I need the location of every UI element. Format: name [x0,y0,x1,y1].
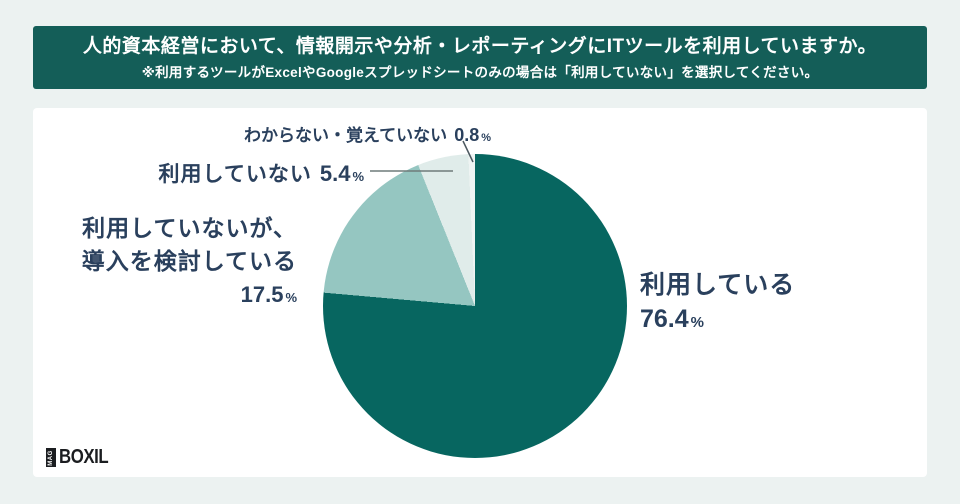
label-considering: 利用していないが、 導入を検討している 17.5% [82,212,297,315]
label-considering-line1: 利用していないが、 [82,215,297,241]
label-using-percent-sign: % [690,314,705,331]
label-unknown-value: 0.8 [454,125,480,145]
label-considering-value: 17.5 [240,282,284,307]
label-using-value: 76.4 [640,305,689,333]
boxil-logo-text: BOXIL [59,446,109,468]
chart-card: わからない・覚えていない 0.8% 利用していない 5.4% 利用していないが、 導… [33,108,927,477]
label-using-value-line: 76.4% [640,302,795,340]
label-not-using-value: 5.4 [319,161,351,186]
question-title: 人的資本経営において、情報開示や分析・レポーティングにITツールを利用しています… [82,36,878,57]
label-using-text: 利用している [640,271,796,299]
label-using: 利用している 76.4% [640,268,795,340]
label-considering-value-line: 17.5% [82,278,297,315]
question-note: ※利用するツールがExcelやGoogleスプレッドシートのみの場合は「利用して… [141,65,819,80]
boxil-mag-logo: MAG BOXIL [46,446,118,469]
label-considering-percent-sign: % [285,290,297,305]
label-unknown-percent-sign: % [481,132,491,144]
label-not-using: 利用していない 5.4% [158,158,365,188]
label-not-using-text: 利用していない [158,163,312,186]
mag-badge-text: MAG [48,449,54,466]
label-not-using-percent-sign: % [352,169,365,184]
label-unknown-text: わからない・覚えていない [244,126,448,145]
mag-badge-icon: MAG [46,448,56,467]
question-header: 人的資本経営において、情報開示や分析・レポーティングにITツールを利用しています… [33,26,927,89]
label-considering-line2: 導入を検討している [81,248,297,274]
pie-chart [323,154,627,458]
label-unknown: わからない・覚えていない 0.8% [244,121,491,146]
